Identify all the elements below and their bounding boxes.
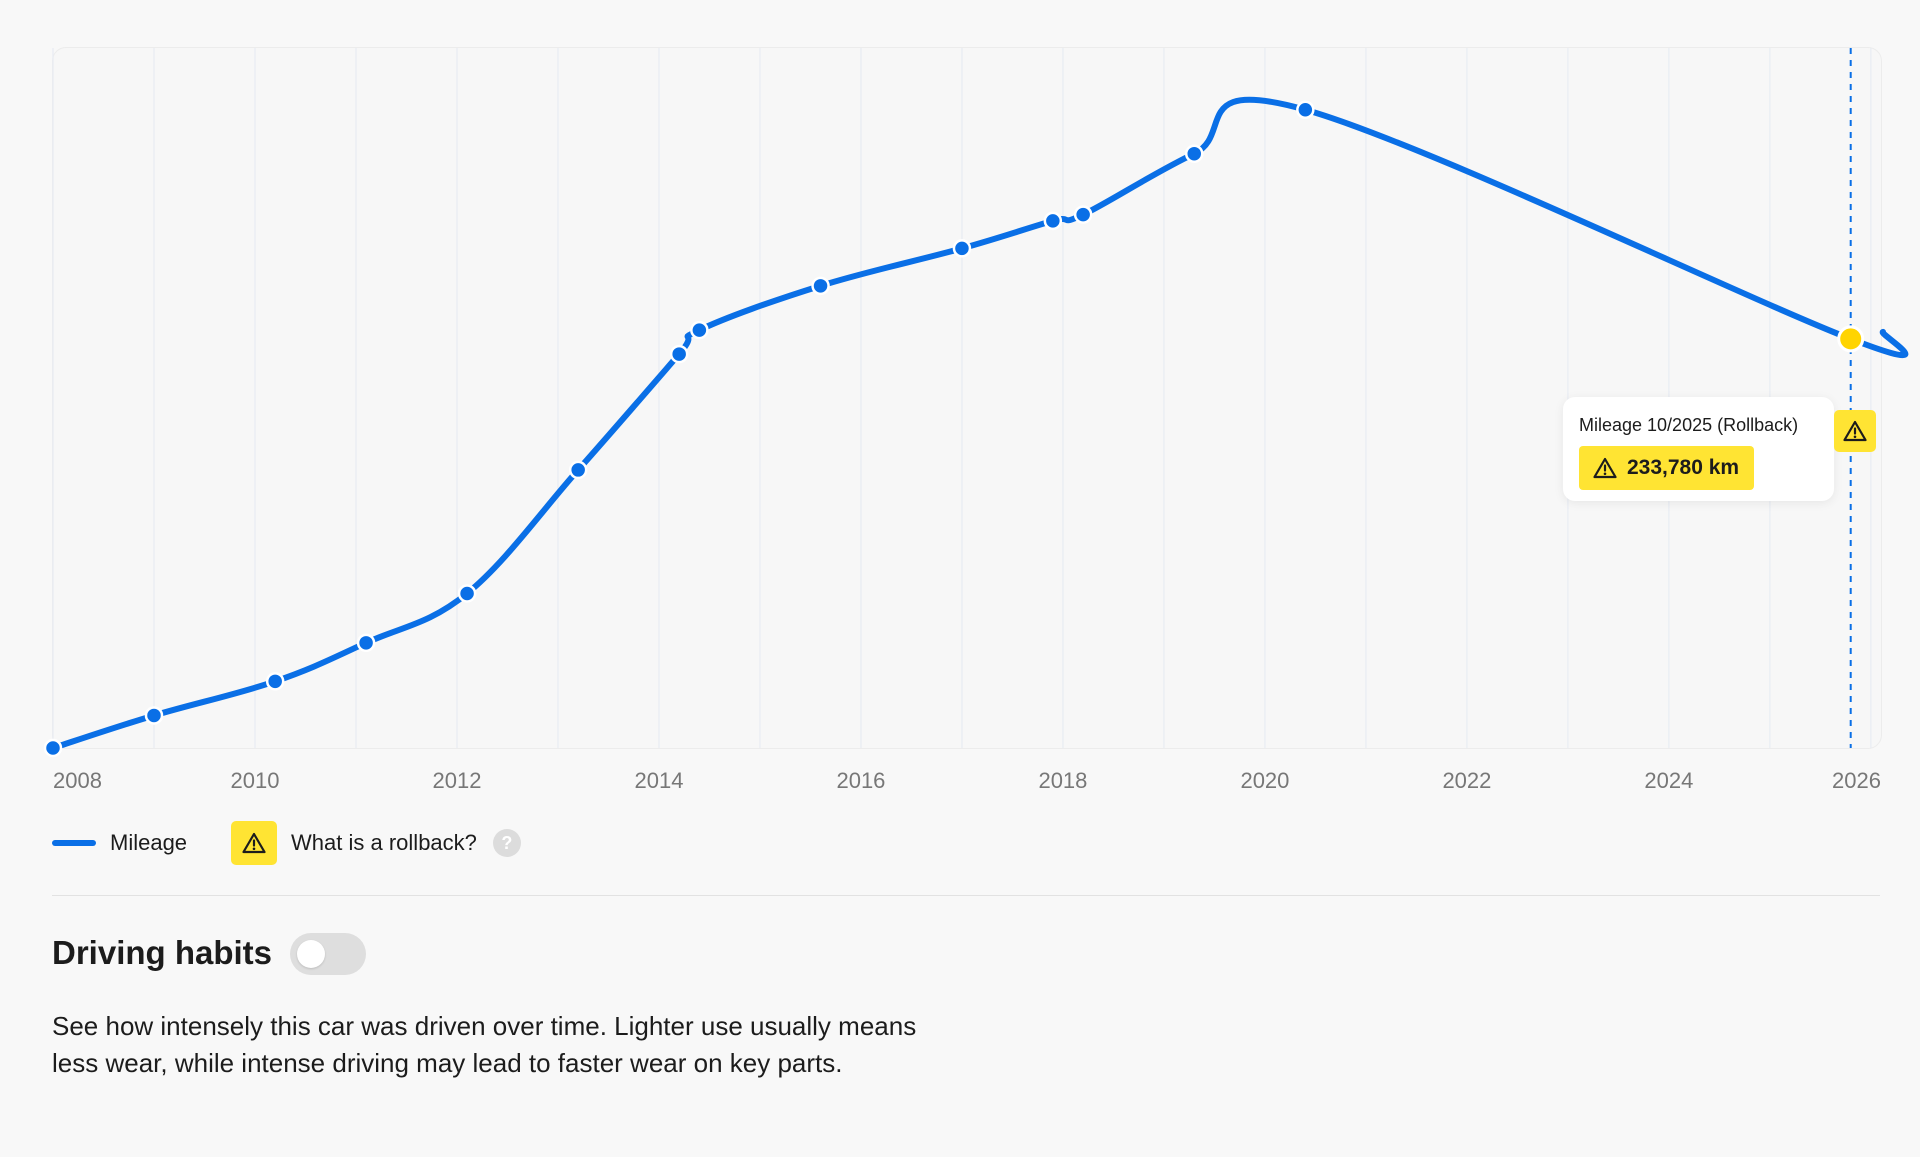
x-tick-label: 2020 bbox=[1240, 768, 1289, 793]
chart-legend: Mileage What is a rollback? ? bbox=[52, 821, 521, 865]
tooltip-title: Mileage 10/2025 (Rollback) bbox=[1579, 415, 1799, 435]
x-tick-label: 2026 bbox=[1832, 768, 1881, 793]
mileage-series-line bbox=[50, 96, 1909, 751]
help-circle-icon[interactable]: ? bbox=[492, 829, 521, 857]
x-tick-label: 2010 bbox=[231, 768, 280, 793]
section-divider bbox=[52, 895, 1880, 896]
mileage-chart: 2008 2010 2012 2014 2016 2018 2020 2022 2024 2026 bbox=[43, 48, 1909, 793]
legend-warning-badge bbox=[231, 821, 278, 865]
x-tick-label: 2014 bbox=[634, 768, 683, 793]
legend-mileage-label: Mileage bbox=[110, 830, 188, 855]
mileage-data-point bbox=[144, 706, 164, 725]
x-tick-label: 2016 bbox=[836, 768, 885, 793]
warning-triangle-icon bbox=[1593, 457, 1617, 479]
mileage-data-point bbox=[669, 344, 689, 364]
rollback-info-link[interactable]: What is a rollback? bbox=[291, 830, 477, 855]
mileage-data-point bbox=[1043, 211, 1063, 231]
mileage-data-point bbox=[1073, 205, 1093, 224]
tooltip-mileage-value: 233,780 km bbox=[1627, 456, 1740, 479]
mileage-data-point bbox=[1296, 100, 1315, 120]
driving-habits-toggle[interactable] bbox=[290, 933, 366, 975]
toggle-knob bbox=[297, 940, 325, 968]
rollback-marker-warning[interactable] bbox=[1834, 410, 1876, 452]
rollback-data-point bbox=[1837, 325, 1865, 353]
x-tick-label: 2008 bbox=[53, 768, 102, 793]
mileage-data-point bbox=[265, 672, 285, 691]
warning-triangle-icon bbox=[1843, 420, 1867, 442]
legend-mileage-swatch bbox=[52, 840, 96, 846]
mileage-data-point bbox=[952, 239, 972, 258]
x-tick-label: 2024 bbox=[1644, 768, 1693, 793]
mileage-data-point bbox=[568, 460, 588, 480]
mileage-data-point bbox=[43, 738, 63, 758]
rollback-tooltip: Mileage 10/2025 (Rollback) 233,780 km bbox=[1563, 397, 1834, 501]
driving-habits-title: Driving habits bbox=[52, 934, 273, 971]
x-tick-label: 2012 bbox=[433, 768, 482, 793]
driving-habits-description: See how intensely this car was driven ov… bbox=[52, 1011, 917, 1078]
mileage-data-point bbox=[811, 276, 830, 296]
mileage-data-point bbox=[356, 633, 376, 653]
mileage-data-point bbox=[1184, 144, 1204, 163]
tooltip-value-badge: 233,780 km bbox=[1579, 446, 1755, 490]
mileage-data-point bbox=[457, 584, 477, 603]
warning-triangle-icon bbox=[242, 832, 266, 854]
mileage-data-point bbox=[690, 320, 709, 340]
x-tick-label: 2022 bbox=[1442, 768, 1491, 793]
x-tick-label: 2018 bbox=[1038, 768, 1087, 793]
